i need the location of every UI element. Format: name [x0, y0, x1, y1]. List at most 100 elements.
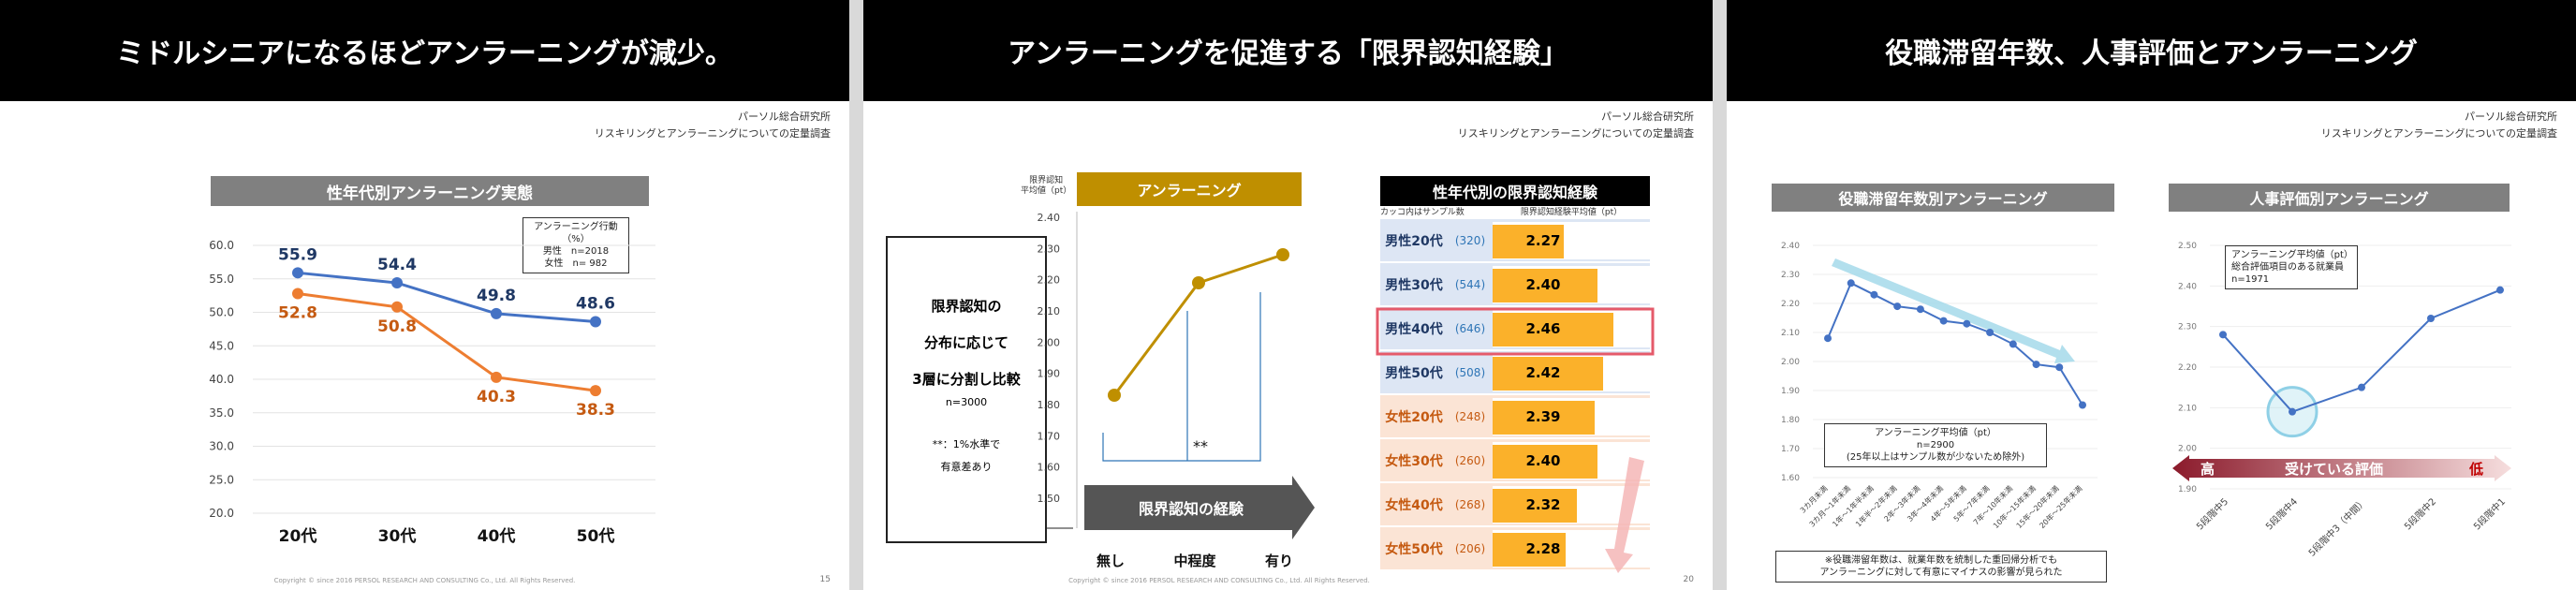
y-tick-label: 2.20 [2178, 363, 2197, 373]
x-tick-label: 10年～15年未満 [1991, 483, 2038, 530]
data-point [1870, 290, 1878, 299]
row-sample-size: (544) [1454, 277, 1486, 291]
y-tick-label: 20.0 [209, 507, 234, 520]
x-axis-label: 限界認知の経験 [1139, 500, 1244, 518]
data-point [1192, 276, 1205, 289]
data-label: 55.9 [278, 245, 317, 264]
data-point [2079, 401, 2086, 409]
copyright: Copyright © since 2016 PERSOL RESEARCH A… [273, 577, 576, 584]
y-tick-label: 25.0 [209, 473, 234, 486]
page-number: 15 [819, 575, 831, 584]
row-value: 2.32 [1525, 495, 1561, 513]
data-point [2496, 286, 2504, 294]
tenure-and-evaluation-charts: 1.601.701.801.902.002.102.202.302.403カ月未… [1781, 242, 2511, 559]
y-tick-label: 1.90 [1781, 387, 1800, 396]
limit-experience-table: 性年代別の限界認知経験 カッコ内はサンプル数 限界認知経験平均値（pt） 男性2… [1380, 176, 1650, 571]
slide-3: 役職滞留年数、人事評価とアンラーニング パーソル総合研究所 リスキリングとアンラ… [1727, 0, 2576, 590]
y-tick-label: 1.70 [1038, 430, 1061, 442]
data-point [2219, 331, 2227, 339]
data-point [1276, 248, 1289, 261]
data-label: 49.8 [477, 287, 516, 305]
x-tick-label: 5段階中3（中間） [2305, 495, 2369, 559]
age-gender-line-chart: 20.0 25.0 30.0 35.0 40.0 45.0 50.0 55.0 60.0 20代 3… [209, 239, 655, 546]
row-label: 女性20代 [1385, 409, 1443, 425]
y-tick-label: 40.0 [209, 373, 234, 386]
data-label: 54.4 [377, 256, 417, 274]
eval-high-label: 高 [2201, 461, 2215, 478]
row-bar-cell: 2.46 [1493, 309, 1650, 347]
method-box: 限界認知の 分布に応じて 3層に分割し比較 n=3000 **：1%水準で 有意… [886, 236, 1047, 543]
y-tick-label: 2.40 [1038, 212, 1061, 224]
x-tick-label: 中程度 [1173, 553, 1216, 569]
value-bar [1493, 224, 1564, 258]
x-tick-label: 1年半～2年未満 [1853, 483, 1898, 528]
data-point [2358, 383, 2365, 391]
row-bar-cell: 2.40 [1493, 441, 1650, 479]
y-tick-label: 2.00 [1781, 358, 1800, 367]
row-sample-size: (260) [1454, 453, 1486, 467]
y-tick-label: 2.10 [2178, 404, 2197, 413]
x-tick-label: 20代 [279, 526, 317, 546]
row-bar-cell: 2.40 [1493, 265, 1650, 303]
x-tick-label: 1年～1年半未満 [1831, 483, 1876, 528]
x-tick-label: 無し [1097, 553, 1125, 569]
x-tick-label: 20年～25年未満 [2038, 483, 2084, 530]
y-tick-label: 2.30 [1038, 243, 1061, 255]
y-tick-label: 2.50 [2178, 242, 2197, 251]
table-title: 性年代別の限界認知経験 [1380, 176, 1650, 206]
y-tick-label: 2.00 [1038, 336, 1061, 348]
row-label: 女性30代 [1385, 453, 1443, 469]
row-sample-size: (268) [1454, 497, 1486, 511]
y-tick-label: 2.30 [1781, 271, 1800, 280]
table-row: 女性30代 (260) 2.40 [1380, 439, 1650, 483]
y-tick-label: 2.40 [2178, 282, 2197, 291]
data-point [292, 288, 303, 300]
page-number: 20 [1683, 575, 1694, 584]
row-value: 2.40 [1525, 275, 1561, 293]
y-tick-label: 2.20 [1038, 274, 1061, 287]
row-value: 2.39 [1525, 407, 1561, 425]
y-tick-label: 2.30 [2178, 323, 2197, 332]
y-tick-label: 35.0 [209, 406, 234, 420]
data-point [1986, 329, 1995, 336]
value-bar [1493, 532, 1567, 567]
data-label: 40.3 [477, 388, 516, 406]
data-label: 52.8 [278, 303, 317, 322]
data-point [391, 301, 403, 313]
x-tick-label: 有り [1265, 553, 1293, 569]
eval-scale-label: 受けている評価 [2285, 461, 2384, 478]
data-point [1108, 389, 1121, 402]
y-tick-label: 50.0 [209, 306, 234, 319]
data-point [2427, 315, 2435, 322]
y-tick-label: 2.10 [1038, 305, 1061, 317]
x-tick-label: 40代 [478, 526, 516, 546]
x-tick-label: 5段階中5 [2194, 495, 2230, 532]
value-bar [1493, 400, 1596, 435]
y-tick-label: 1.60 [1781, 474, 1800, 483]
data-point [391, 277, 403, 289]
data-point [2032, 361, 2040, 369]
chart-title: アンラーニング [1077, 172, 1302, 206]
data-point [491, 307, 502, 319]
data-point [1893, 302, 1902, 311]
left-legend-box: アンラーニング平均値（pt） n=2900 (25年以上はサンプル数が少ないため… [1824, 423, 2047, 467]
x-tick-label: 7年～10年未満 [1971, 483, 2014, 526]
value-bar [1493, 488, 1577, 523]
row-sample-size: (508) [1454, 365, 1486, 379]
data-point [2055, 363, 2064, 372]
significance-bracket [1102, 292, 1261, 462]
y-tick-label: 60.0 [209, 239, 234, 252]
significance-mark: ** [1193, 437, 1208, 455]
y-tick-label: 2.40 [1781, 242, 1800, 251]
row-value: 2.46 [1525, 319, 1561, 337]
value-bar [1493, 444, 1598, 479]
row-value: 2.42 [1525, 363, 1561, 381]
data-point [1963, 319, 1971, 328]
slide-title: ミドルシニアになるほどアンラーニングが減少。 [0, 0, 849, 101]
left-chart-title: 役職滞留年数別アンラーニング [1772, 184, 2114, 212]
unlearning-line-chart: 1.50 1.60 1.70 1.80 1.90 2.00 2.10 2.20 2.30 2.40… [1038, 212, 1315, 569]
slide-1: ミドルシニアになるほどアンラーニングが減少。 パーソル総合研究所 リスキリングと… [0, 0, 849, 590]
data-point [1939, 317, 1948, 325]
copyright: Copyright © since 2016 PERSOL RESEARCH A… [1068, 577, 1370, 584]
x-axis-arrow [1084, 476, 1315, 539]
